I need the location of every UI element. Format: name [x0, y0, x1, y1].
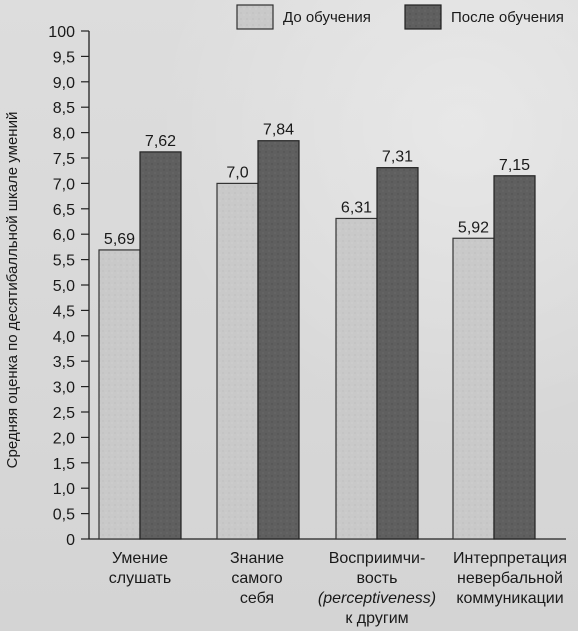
- legend-label-before: До обучения: [283, 9, 371, 26]
- y-tick-label: 2,5: [53, 405, 75, 422]
- legend-label-after: После обучения: [451, 9, 564, 26]
- category-label-line: коммуникации: [456, 590, 563, 607]
- legend-swatch-after: [404, 4, 442, 30]
- bar-after-training: [257, 140, 300, 540]
- value-label-after: 7,84: [263, 122, 294, 139]
- value-label-after: 7,15: [499, 157, 530, 174]
- y-tick-label: 4,0: [53, 329, 75, 346]
- y-tick-label: 8,0: [53, 126, 75, 143]
- category-label-line: Восприимчи-: [329, 550, 426, 567]
- bar-after-training: [376, 167, 419, 540]
- category-label-line: себя: [240, 590, 274, 607]
- category-label-line: (perceptiveness): [318, 590, 436, 607]
- x-axis-categories: Умение слушать Знание самого себя Восприимчи-…: [109, 550, 567, 627]
- y-tick-label: 0,5: [53, 507, 75, 524]
- y-tick-label: 0: [66, 532, 75, 549]
- category-label-line: к другим: [345, 610, 408, 627]
- y-tick-label: 7,0: [53, 176, 75, 193]
- y-tick-label: 9,0: [53, 75, 75, 92]
- y-tick-label: 5,0: [53, 278, 75, 295]
- category-label-line: Умение: [112, 550, 168, 567]
- y-tick-label: 6,0: [53, 227, 75, 244]
- y-tick-label: 1,5: [53, 456, 75, 473]
- category-label-group: Восприимчи-вость (perceptiveness) к другим: [318, 550, 436, 627]
- y-tick-label: 1,0: [53, 481, 75, 498]
- bar-series: 5,69 7,62 7,0 7,84 6,31 7,31 5,92 7,15: [98, 122, 536, 540]
- value-label-before: 5,69: [104, 231, 135, 248]
- bar-after-training: [493, 175, 536, 540]
- category-label-line: самого: [231, 570, 282, 587]
- y-tick-label: 5,5: [53, 253, 75, 270]
- category-label-group: Интерпретация невербальной коммуникации: [453, 550, 567, 607]
- bar-before-training: [335, 217, 378, 540]
- legend: До обучения После обучения: [236, 4, 564, 30]
- y-tick-label: 100: [48, 24, 75, 41]
- legend-swatch-before: [236, 4, 274, 30]
- category-label-line: вость: [357, 570, 398, 587]
- category-label-line: невербальной: [457, 570, 563, 587]
- category-label-line: слушать: [109, 570, 171, 587]
- y-tick-label: 8,5: [53, 100, 75, 117]
- category-label-line: Интерпретация: [453, 550, 567, 567]
- bar-before-training: [216, 182, 259, 540]
- value-label-before: 6,31: [341, 199, 372, 216]
- value-label-after: 7,31: [382, 149, 413, 166]
- y-tick-label: 2,0: [53, 430, 75, 447]
- category-label-group: Знание самого себя: [230, 550, 284, 607]
- value-label-before: 5,92: [458, 219, 489, 236]
- bar-after-training: [139, 151, 182, 540]
- y-tick-label: 3,0: [53, 380, 75, 397]
- y-tick-label: 3,5: [53, 354, 75, 371]
- bar-before-training: [452, 237, 495, 540]
- category-label-group: Умение слушать: [109, 550, 171, 587]
- y-tick-label: 6,5: [53, 202, 75, 219]
- bar-before-training: [98, 249, 141, 540]
- y-tick-label: 4,5: [53, 303, 75, 320]
- y-tick-label: 9,5: [53, 49, 75, 66]
- category-label-line: Знание: [230, 550, 284, 567]
- y-tick-label: 7,5: [53, 151, 75, 168]
- value-label-after: 7,62: [145, 133, 176, 150]
- y-axis-label: Средняя оценка по десятибалльной шкале у…: [4, 112, 21, 469]
- value-label-before: 7,0: [226, 164, 248, 181]
- y-axis: 0 0,5 1,0 1,5 2,0 2,5 3,0 3,5 4,0 4,5 5,0 5,5 6,0 6,5…: [48, 24, 566, 549]
